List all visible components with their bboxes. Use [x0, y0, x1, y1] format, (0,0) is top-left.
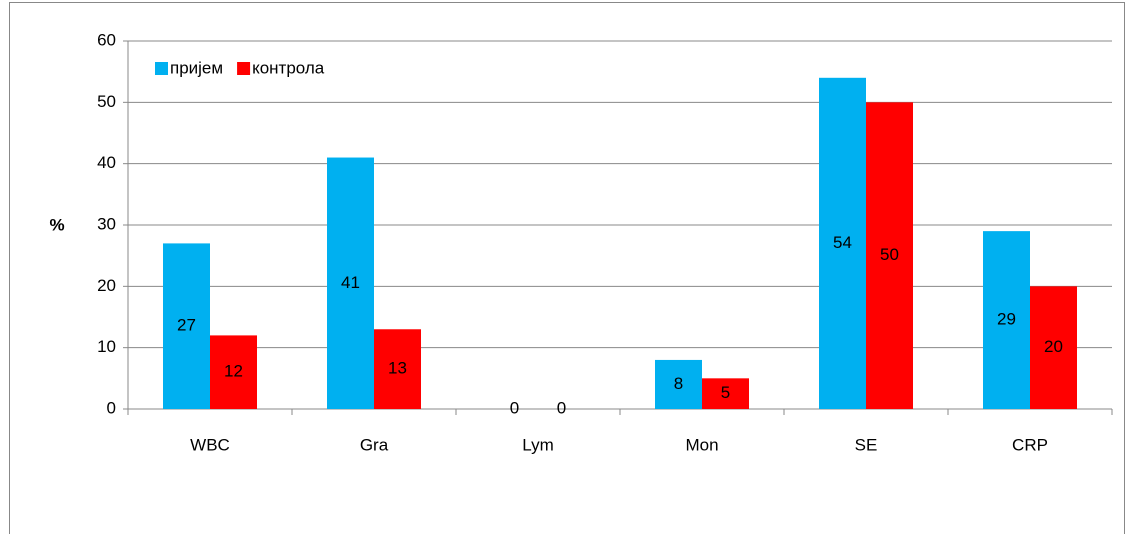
legend-swatch	[155, 62, 168, 75]
bar	[866, 102, 913, 409]
x-tick-label: Lym	[522, 435, 554, 454]
data-label: 0	[557, 398, 566, 417]
y-tick-label: 30	[97, 214, 116, 233]
bar	[374, 329, 421, 409]
y-tick-label: 10	[97, 337, 116, 356]
data-label: 50	[880, 245, 899, 264]
legend-swatch	[237, 62, 251, 75]
data-label: 29	[997, 310, 1016, 329]
y-tick-label: 0	[107, 398, 116, 417]
y-tick-label: 60	[97, 30, 116, 49]
bar	[702, 378, 749, 409]
data-label: 41	[341, 273, 360, 292]
data-label: 54	[833, 233, 852, 252]
x-tick-label: WBC	[190, 435, 230, 454]
data-label: 8	[674, 374, 683, 393]
legend-label: контрола	[252, 58, 325, 77]
bar	[1030, 286, 1077, 409]
bar	[163, 243, 210, 409]
data-label: 13	[388, 359, 407, 378]
y-tick-label: 50	[97, 92, 116, 111]
data-label: 20	[1044, 337, 1063, 356]
bar	[210, 335, 257, 409]
x-tick-label: CRP	[1012, 435, 1048, 454]
legend-label: пријем	[170, 58, 223, 77]
y-tick-label: 40	[97, 153, 116, 172]
bar	[655, 359, 702, 409]
data-label: 27	[177, 316, 196, 335]
x-tick-label: Gra	[360, 435, 389, 454]
data-label: 12	[224, 362, 243, 381]
x-tick-label: Mon	[685, 435, 718, 454]
y-tick-label: 20	[97, 276, 116, 295]
data-label: 5	[721, 383, 730, 402]
data-label: 0	[510, 398, 519, 417]
bar	[327, 157, 374, 409]
y-axis-label: %	[49, 215, 64, 234]
bar	[819, 77, 866, 410]
x-tick-label: SE	[855, 435, 878, 454]
bar	[983, 231, 1030, 409]
